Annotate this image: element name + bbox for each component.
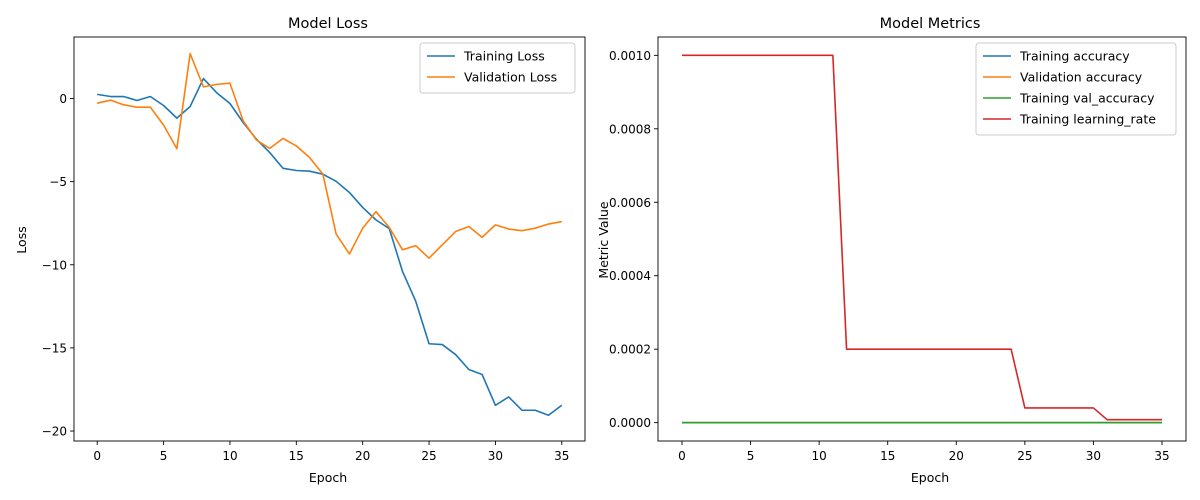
loss-chart-legend-label-0: Training Loss [463,49,545,64]
loss-chart-x-tick-label: 30 [488,449,503,463]
loss-chart-legend-label-1: Validation Loss [464,70,557,85]
loss-chart-x-tick-label: 0 [93,449,101,463]
metrics-chart-title: Model Metrics [880,16,981,32]
metrics-chart-legend-label-2: Training val_accuracy [1019,91,1155,106]
metrics-chart-legend-box [975,42,1177,136]
metrics-chart-legend-label-1: Validation accuracy [1020,70,1143,85]
metrics-chart-x-tick-label: 0 [678,449,686,463]
loss-chart-x-tick-label: 20 [355,449,370,463]
metrics-chart-y-tick-label: 0.0004 [609,269,651,283]
loss-chart-x-axis-label: Epoch [309,470,347,485]
metrics-chart-x-tick-label: 30 [1086,449,1101,463]
metrics-chart-y-tick-label: 0.0008 [609,122,651,136]
metrics-chart-x-tick-label: 35 [1154,449,1169,463]
metrics-chart-x-axis-label: Epoch [911,470,949,485]
loss-chart-y-tick-label: −10 [42,258,67,272]
metrics-chart-x-tick-label: 10 [812,449,827,463]
loss-chart-legend: Training Loss Validation Loss [419,42,576,94]
metrics-chart-y-tick-label: 0.0002 [609,343,651,357]
loss-chart: Model Loss Epoch Loss 0 5 10 15 20 25 30 35 0 −5 −… [14,16,586,485]
loss-chart-legend-box [419,42,576,94]
loss-chart-plot-area [97,52,563,417]
loss-chart-axes-frame [73,36,586,442]
loss-chart-x-tick-label: 35 [554,449,569,463]
loss-chart-x-tick-label: 15 [289,449,304,463]
metrics-chart: Model Metrics Epoch Metric Value 0 5 10 15 2… [596,16,1187,485]
metrics-chart-y-tick-label: 0.0006 [609,196,651,210]
metrics-chart-y-tick-label: 0.0010 [609,49,651,63]
loss-chart-series-line-1 [97,52,562,259]
metrics-chart-legend: Training accuracy Validation accuracy Trai… [975,42,1177,136]
loss-chart-y-tick-label: −20 [42,425,67,439]
metrics-chart-series-line-3 [682,54,1162,421]
metrics-chart-x-tick-label: 25 [1017,449,1032,463]
metrics-chart-axes-frame [657,36,1187,442]
metrics-chart-y-axis-label: Metric Value [596,201,611,278]
metrics-chart-legend-label-3: Training learning_rate [1019,112,1156,127]
loss-chart-series-line-0 [97,77,563,417]
metrics-chart-x-tick-label: 5 [747,449,755,463]
metrics-chart-plot-area [682,54,1162,424]
metrics-chart-legend-label-0: Training accuracy [1019,49,1130,64]
metrics-chart-x-tick-label: 20 [949,449,964,463]
metrics-chart-y-tick-label: 0.0000 [609,416,651,430]
loss-chart-y-tick-label: −5 [49,175,67,189]
metrics-chart-x-tick-label: 15 [880,449,895,463]
loss-chart-y-tick-label: −15 [42,341,67,355]
loss-chart-title: Model Loss [288,16,368,32]
loss-chart-x-tick-label: 25 [421,449,436,463]
loss-chart-y-tick-label: 0 [59,92,67,106]
loss-chart-x-tick-label: 10 [222,449,237,463]
loss-chart-y-axis-label: Loss [14,226,29,253]
loss-chart-x-tick-label: 5 [160,449,168,463]
